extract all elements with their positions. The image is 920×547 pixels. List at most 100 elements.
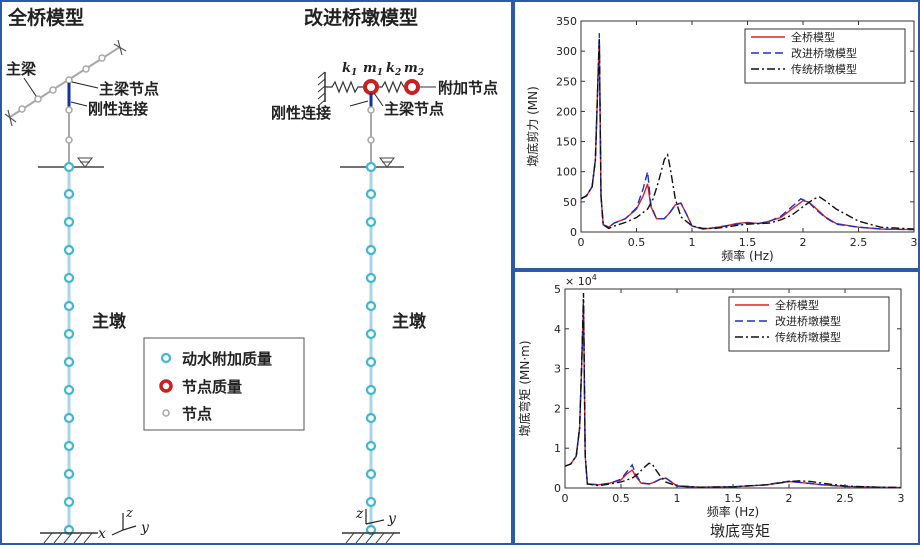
x-tick-label: 3	[898, 492, 905, 505]
beam-node	[34, 95, 42, 103]
legend-label-1: 全桥模型	[775, 298, 819, 312]
label-m1: m1	[363, 61, 383, 78]
legend-node-icon	[162, 409, 170, 417]
legend-node-mass-icon	[159, 379, 173, 393]
model-diagram: 全桥模型 改进桥墩模型 主梁 主梁节点 刚性连接	[4, 6, 498, 544]
y-tick-label: 0	[554, 482, 561, 495]
moment-chart-panel: 0 0.5 1 1.5 2 2.5 3 0 1 2 3 4 5 × 104 墩底弯矩 (MN·m) 频率…	[513, 270, 920, 545]
label-rigid-improved: 刚性连接	[271, 104, 331, 122]
x-tick-label: 0.5	[612, 492, 630, 505]
legend-hydro-icon	[160, 352, 172, 364]
y-tick-label: 50	[563, 196, 577, 209]
y-tick-label: 5	[554, 283, 561, 296]
series-line-3	[564, 292, 902, 489]
y-tick-label: 150	[556, 136, 577, 149]
shear-chart-xlabel: 频率 (Hz)	[721, 248, 774, 263]
x-tick-label: 3	[911, 236, 918, 249]
label-main-beam: 主梁	[6, 60, 37, 78]
x-tick-label: 2	[786, 492, 793, 505]
y-tick-label: 250	[556, 75, 577, 88]
leader-beam-node	[71, 81, 99, 89]
y-tick-label: 200	[556, 105, 577, 118]
model-diagram-panel: 全桥模型 改进桥墩模型 主梁 主梁节点 刚性连接	[0, 0, 513, 545]
leader-rigid-full	[70, 101, 88, 107]
beam-node	[82, 65, 90, 73]
shear-chart-ylabel: 墩底剪力 (MN)	[525, 86, 540, 167]
legend-label-2: 改进桥墩模型	[791, 46, 857, 60]
beam-node	[98, 54, 106, 62]
label-beam-node-improved: 主梁节点	[384, 100, 444, 118]
x-tick-label: 2	[800, 236, 807, 249]
label-added-node: 附加节点	[438, 79, 498, 97]
axis-triad-full: z x y	[98, 506, 150, 542]
axis-z-label: z	[125, 506, 133, 521]
moment-chart-caption: 墩底弯矩	[710, 522, 770, 540]
y-tick-label: 300	[556, 45, 577, 58]
legend-node-label: 节点	[182, 405, 212, 423]
axis2-y-label: y	[387, 511, 397, 527]
legend-label-3: 传统桥墩模型	[791, 62, 857, 76]
axis-x-label: x	[98, 526, 106, 542]
axis2-z-label: z	[355, 506, 364, 522]
title-full-bridge: 全桥模型	[7, 6, 84, 29]
spring-k2	[377, 80, 406, 94]
y-tick-label: 0	[570, 226, 577, 239]
fixed-base-full	[40, 532, 98, 544]
x-tick-label: 0	[562, 492, 569, 505]
axis-pair-improved: z y	[355, 506, 397, 527]
beam-end-mark-left	[4, 109, 17, 127]
x-tick-label: 2.5	[836, 492, 854, 505]
legend-node-mass-label: 节点质量	[182, 378, 242, 396]
leader-main-beam	[23, 77, 37, 97]
pier-node	[65, 136, 73, 144]
beam-node	[49, 86, 57, 94]
pier2-node	[367, 136, 375, 144]
label-rigid-full: 刚性连接	[88, 100, 148, 118]
y-tick-label: 100	[556, 166, 577, 179]
hydro-nodes-full	[63, 161, 75, 536]
legend-frame	[728, 296, 890, 352]
legend-label-3: 传统桥墩模型	[775, 330, 841, 344]
label-m2: m2	[404, 61, 424, 78]
series-line-3	[580, 39, 915, 230]
x-tick-label: 1	[689, 236, 696, 249]
x-tick-label: 1	[674, 492, 681, 505]
moment-chart-xlabel: 频率 (Hz)	[707, 504, 760, 519]
wall-support	[317, 71, 326, 107]
x-tick-label: 0	[578, 236, 585, 249]
label-k1: k1	[342, 61, 357, 78]
label-pier-full: 主墩	[92, 311, 127, 332]
axis-y-label: y	[140, 520, 150, 536]
leader-rigid-improved	[349, 100, 369, 107]
beam-node	[65, 76, 73, 84]
legend-label-1: 全桥模型	[791, 30, 835, 44]
y-tick-label: 4	[554, 323, 561, 336]
leader-beam-node-improved	[373, 92, 384, 107]
x-tick-label: 1.5	[739, 236, 757, 249]
mass-m2-node	[404, 79, 420, 95]
shear-chart-panel: 0 0.5 1 1.5 2 2.5 3 0 50 100 150 200 250 300 350 墩底剪力 …	[513, 0, 920, 270]
shear-chart: 0 0.5 1 1.5 2 2.5 3 0 50 100 150 200 250 300 350 墩底剪力 …	[525, 15, 918, 263]
hydro-nodes-improved	[365, 161, 377, 536]
beam-end-mark-right	[113, 39, 127, 56]
legend-frame	[744, 28, 906, 84]
moment-chart: 0 0.5 1 1.5 2 2.5 3 0 1 2 3 4 5 × 104 墩底弯矩 (MN·m) 频率…	[517, 273, 905, 540]
pier2-node	[367, 106, 375, 114]
x-tick-label: 2.5	[850, 236, 868, 249]
spring-k1	[325, 80, 364, 94]
label-beam-node: 主梁节点	[99, 80, 159, 98]
legend-hydro-label: 动水附加质量	[182, 350, 272, 368]
y-tick-label: 350	[556, 15, 577, 28]
label-pier-improved: 主墩	[392, 311, 427, 332]
legend-label-2: 改进桥墩模型	[775, 314, 841, 328]
y-tick-label: 3	[554, 363, 561, 376]
y-tick-label: 2	[554, 402, 561, 415]
mass-m1-node	[363, 79, 379, 95]
pier-node	[65, 106, 73, 114]
legend-box: 动水附加质量 节点质量 节点	[143, 337, 305, 431]
x-tick-label: 1.5	[724, 492, 742, 505]
title-improved-pier: 改进桥墩模型	[304, 6, 418, 29]
x-tick-label: 0.5	[628, 236, 646, 249]
